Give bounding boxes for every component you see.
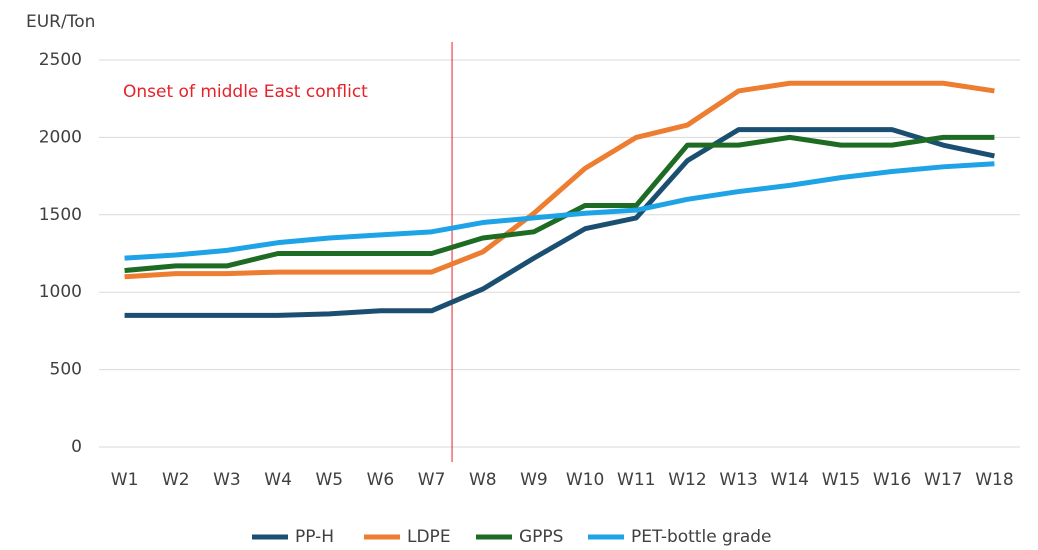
legend-label: PP-H [295,527,334,547]
y-tick-label: 500 [50,360,82,380]
y-tick-label: 0 [71,437,82,457]
y-tick-label: 2000 [39,127,82,147]
x-tick-label: W16 [873,470,911,490]
annotation: Onset of middle East conflict [123,82,368,102]
legend-label: GPPS [519,527,563,547]
x-tick-label: W9 [520,470,548,490]
series-line [124,134,995,274]
x-tick-label: W4 [264,470,292,490]
x-tick-label: W18 [975,470,1013,490]
x-tick-label: W2 [162,470,190,490]
series-line [124,80,995,280]
x-tick-label: W17 [924,470,962,490]
x-tick-label: W1 [111,470,139,490]
y-axis-label: EUR/Ton [26,12,95,32]
x-tick-label: W13 [719,470,757,490]
x-tick-label: W3 [213,470,241,490]
x-tick-label: W10 [566,470,604,490]
y-tick-label: 1500 [39,205,82,225]
y-tick-label: 2500 [39,50,82,70]
legend-label: PET-bottle grade [631,527,772,547]
y-tick-label: 1000 [39,282,82,302]
x-tick-label: W8 [469,470,497,490]
x-tick-label: W15 [822,470,860,490]
x-tick-label: W6 [367,470,395,490]
series-line [124,127,995,318]
x-tick-label: W11 [617,470,655,490]
x-tick-label: W7 [418,470,446,490]
x-tick-label: W12 [668,470,706,490]
series-line [124,161,995,261]
x-tick-label: W14 [771,470,809,490]
legend-label: LDPE [407,527,451,547]
x-tick-label: W5 [315,470,343,490]
